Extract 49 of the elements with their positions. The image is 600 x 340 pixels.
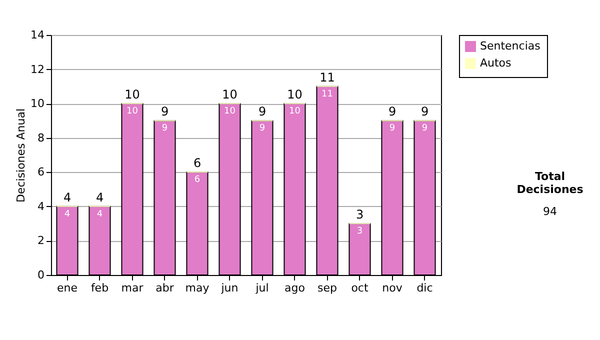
y-tick-label: 8 — [38, 131, 44, 144]
x-tick-label: ene — [56, 282, 78, 294]
y-tick-label: 0 — [38, 268, 44, 282]
data-label: 9 — [162, 124, 168, 134]
total-label: 4 — [63, 190, 72, 204]
x-tick-label: may — [185, 282, 210, 294]
x-tick-label: oct — [351, 282, 369, 294]
y-tick-label: 2 — [38, 234, 44, 248]
x-tick-label: sep — [318, 282, 338, 294]
total-label: 3 — [356, 208, 364, 222]
data-label: 10 — [224, 106, 236, 117]
total-label: 10 — [287, 88, 302, 102]
y-tick-label: 10 — [30, 97, 44, 110]
y-axis-title: Decisiones Anual — [14, 108, 28, 203]
total-label: 9 — [388, 104, 396, 119]
data-label: 4 — [96, 209, 103, 220]
total-label: 9 — [258, 104, 266, 119]
x-tick-label: abr — [156, 282, 174, 294]
total-label: 10 — [222, 88, 238, 102]
data-label: 10 — [126, 106, 138, 117]
y-tick-label: 14 — [30, 28, 44, 42]
legend-label: Autos — [480, 56, 512, 70]
x-tick-label: jun — [220, 282, 238, 294]
total-label: 9 — [160, 104, 169, 119]
data-label: 4 — [64, 209, 70, 220]
data-label: 11 — [322, 89, 333, 100]
data-label: 6 — [194, 175, 200, 186]
legend-label: Sentencias — [480, 40, 541, 52]
total-label: 4 — [96, 190, 104, 204]
data-label: 9 — [422, 124, 428, 134]
x-tick-label: jul — [254, 282, 269, 294]
data-label: 9 — [259, 124, 266, 134]
data-label: 9 — [389, 124, 396, 134]
x-tick-label: ago — [284, 282, 306, 294]
y-tick-label: 6 — [38, 166, 44, 179]
y-tick-label: 12 — [30, 62, 44, 76]
data-label: 3 — [356, 226, 363, 237]
total-label: 9 — [420, 104, 429, 119]
text: Total Decisiones — [516, 170, 584, 196]
y-tick-label: 4 — [38, 200, 44, 213]
data-label: 10 — [289, 106, 301, 117]
total-label: 11 — [320, 70, 335, 84]
text: 94 — [542, 205, 558, 218]
x-tick-label: dic — [416, 282, 433, 294]
total-label: 10 — [124, 88, 140, 102]
x-tick-label: nov — [382, 282, 403, 294]
x-tick-label: feb — [90, 282, 109, 294]
x-tick-label: mar — [121, 282, 144, 294]
total-label: 6 — [193, 156, 202, 170]
